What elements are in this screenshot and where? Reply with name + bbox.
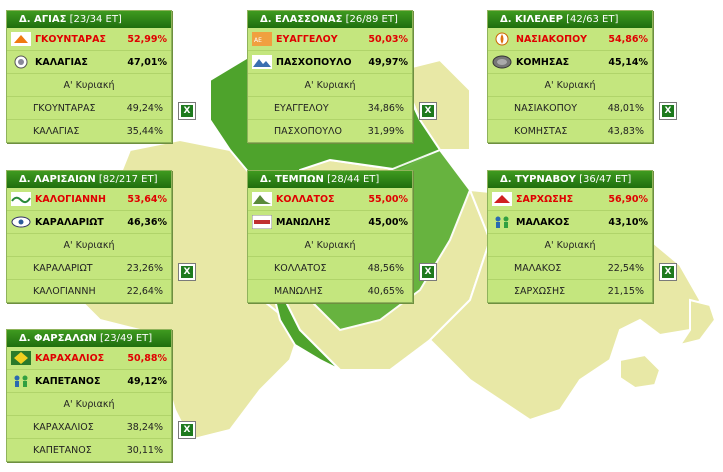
- excel-export-icon[interactable]: [659, 263, 677, 281]
- excel-export-icon[interactable]: [659, 102, 677, 120]
- candidate-row: ΑΕ ΕΥΑΓΓΕΛΟΥ 50,03%: [248, 28, 412, 51]
- mountain-logo-icon: [252, 192, 272, 206]
- excel-export-icon[interactable]: [178, 421, 196, 439]
- result-row: ΕΥΑΓΓΕΛΟΥ 34,86%: [248, 97, 412, 120]
- eye-logo-icon: [11, 215, 31, 229]
- candidate-row: ΚΑΛΑΓΙΑΣ 47,01%: [7, 51, 171, 74]
- result-row: ΚΑΛΑΓΙΑΣ 35,44%: [33, 125, 163, 137]
- municipality-box-agia: Δ. ΑΓΙΑΣ [23/34 ΕΤ] ΓΚΟΥΝΤΑΡΑΣ 52,99% ΚΑΛ…: [6, 10, 172, 143]
- result-row: ΚΑΡΑΧΑΛΙΟΣ 38,24%: [7, 416, 171, 439]
- candidate-row: ΜΑΛΑΚΟΣ 43,10%: [488, 211, 652, 234]
- result-row: ΓΚΟΥΝΤΑΡΑΣ 49,24%: [7, 97, 171, 120]
- mountain-logo-icon: [252, 55, 272, 69]
- red-logo-icon: [492, 192, 512, 206]
- result-row: ΚΑΛΟΓΙΑΝΝΗ 22,64%: [33, 285, 163, 297]
- candidate-row: ΜΑΝΩΛΗΣ 45,00%: [248, 211, 412, 234]
- diamond-logo-icon: [11, 351, 31, 365]
- round-label: Α' Κυριακή: [248, 234, 412, 257]
- wave-logo-icon: [11, 192, 31, 206]
- round-label: Α' Κυριακή: [488, 74, 652, 97]
- orange-logo-icon: ΑΕ: [252, 32, 272, 46]
- emblem-logo-icon: [11, 55, 31, 69]
- candidate-row: ΚΑΛΟΓΙΑΝΝΗ 53,64%: [7, 188, 171, 211]
- municipality-box-farsala: Δ. ΦΑΡΣΑΛΩΝ [23/49 ΕΤ] ΚΑΡΑΧΑΛΙΟΣ 50,88% …: [6, 329, 172, 462]
- result-row: ΚΟΛΛΑΤΟΣ 48,56%: [248, 257, 412, 280]
- candidate-row: ΚΑΡΑΧΑΛΙΟΣ 50,88%: [7, 347, 171, 370]
- people-logo-icon: [11, 374, 31, 388]
- box-title: Δ. ΤΕΜΠΩΝ [28/44 ΕΤ]: [248, 171, 412, 188]
- svg-text:ΑΕ: ΑΕ: [254, 37, 262, 44]
- result-row: ΜΑΝΩΛΗΣ 40,65%: [274, 285, 404, 297]
- text-logo-icon: [252, 215, 272, 229]
- result-row: ΚΑΡΑΛΑΡΙΩΤ 23,26%: [7, 257, 171, 280]
- round-label: Α' Κυριακή: [248, 74, 412, 97]
- municipality-box-tyrnavos: Δ. ΤΥΡΝΑΒΟΥ [36/47 ΕΤ] ΣΑΡΧΩΣΗΣ 56,90% ΜΑ…: [487, 170, 653, 303]
- round-label: Α' Κυριακή: [7, 393, 171, 416]
- box-title: Δ. ΦΑΡΣΑΛΩΝ [23/49 ΕΤ]: [7, 330, 171, 347]
- candidate-row: ΚΑΡΑΛΑΡΙΩΤ 46,36%: [7, 211, 171, 234]
- result-row: ΣΑΡΧΩΣΗΣ 21,15%: [514, 285, 644, 297]
- map-region-peninsula: [677, 298, 717, 347]
- round-label: Α' Κυριακή: [7, 74, 171, 97]
- round-label: Α' Κυριακή: [7, 234, 171, 257]
- candidate-row: ΠΑΣΧΟΠΟΥΛΟ 49,97%: [248, 51, 412, 74]
- coin-logo-icon: [492, 55, 512, 69]
- flame-logo-icon: [492, 32, 512, 46]
- candidate-row: ΚΟΛΛΑΤΟΣ 55,00%: [248, 188, 412, 211]
- municipality-box-elassona: Δ. ΕΛΑΣΣΟΝΑΣ [26/89 ΕΤ] ΑΕ ΕΥΑΓΓΕΛΟΥ 50,0…: [247, 10, 413, 143]
- candidate-row: ΣΑΡΧΩΣΗΣ 56,90%: [488, 188, 652, 211]
- map-region-island: [619, 353, 662, 390]
- excel-export-icon[interactable]: [419, 263, 437, 281]
- candidate-row: ΝΑΣΙΑΚΟΠΟΥ 54,86%: [488, 28, 652, 51]
- result-row: ΝΑΣΙΑΚΟΠΟΥ 48,01%: [488, 97, 652, 120]
- box-title: Δ. ΤΥΡΝΑΒΟΥ [36/47 ΕΤ]: [488, 171, 652, 188]
- result-row: ΜΑΛΑΚΟΣ 22,54%: [488, 257, 652, 280]
- candidate-row: ΚΑΠΕΤΑΝΟΣ 49,12%: [7, 370, 171, 393]
- municipality-box-larisa: Δ. ΛΑΡΙΣΑΙΩΝ [82/217 ΕΤ] ΚΑΛΟΓΙΑΝΝΗ 53,64…: [6, 170, 172, 303]
- box-title: Δ. ΚΙΛΕΛΕΡ [42/63 ΕΤ]: [488, 11, 652, 28]
- round-label: Α' Κυριακή: [488, 234, 652, 257]
- result-row: ΚΑΠΕΤΑΝΟΣ 30,11%: [33, 444, 163, 456]
- result-row: ΚΟΜΗΣΤΑΣ 43,83%: [514, 125, 644, 137]
- box-title: Δ. ΑΓΙΑΣ [23/34 ΕΤ]: [7, 11, 171, 28]
- excel-export-icon[interactable]: [178, 102, 196, 120]
- result-row: ΠΑΣΧΟΠΟΥΛΟ 31,99%: [274, 125, 404, 137]
- municipality-box-kileler: Δ. ΚΙΛΕΛΕΡ [42/63 ΕΤ] ΝΑΣΙΑΚΟΠΟΥ 54,86% Κ…: [487, 10, 653, 143]
- box-title: Δ. ΛΑΡΙΣΑΙΩΝ [82/217 ΕΤ]: [7, 171, 171, 188]
- municipality-box-tempi: Δ. ΤΕΜΠΩΝ [28/44 ΕΤ] ΚΟΛΛΑΤΟΣ 55,00% ΜΑΝΩ…: [247, 170, 413, 303]
- excel-export-icon[interactable]: [419, 102, 437, 120]
- candidate-row: ΚΟΜΗΣΑΣ 45,14%: [488, 51, 652, 74]
- people-logo-icon: [492, 215, 512, 229]
- orange-logo-icon: [11, 32, 31, 46]
- excel-export-icon[interactable]: [178, 263, 196, 281]
- box-title: Δ. ΕΛΑΣΣΟΝΑΣ [26/89 ΕΤ]: [248, 11, 412, 28]
- candidate-row: ΓΚΟΥΝΤΑΡΑΣ 52,99%: [7, 28, 171, 51]
